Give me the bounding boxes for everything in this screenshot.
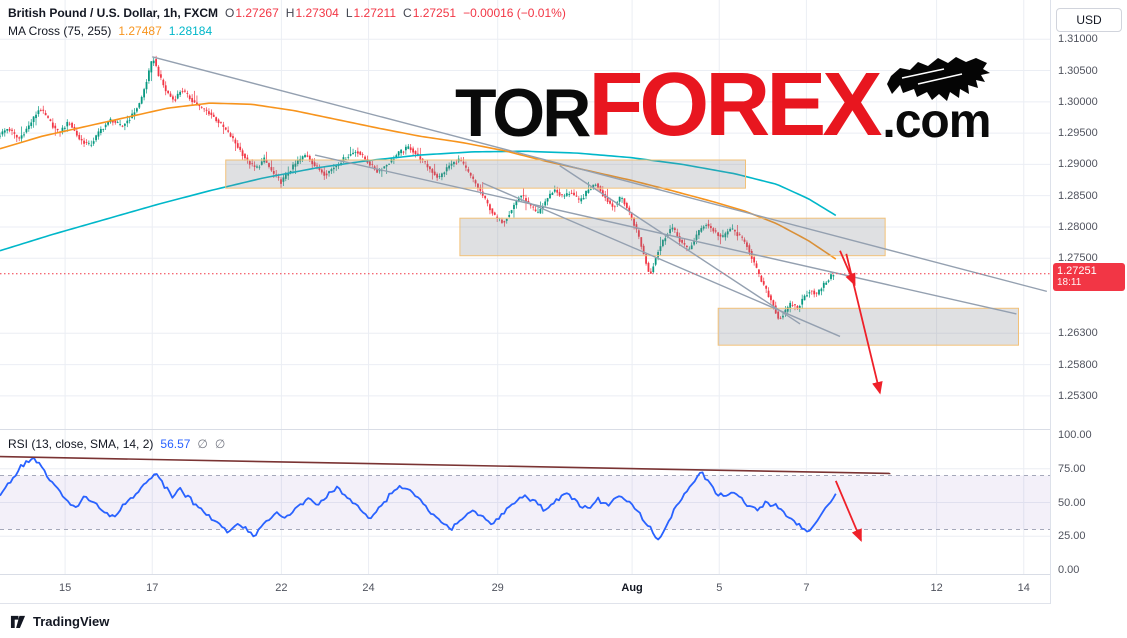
ohlc-value: 1.27304	[295, 6, 339, 20]
watermark-tor-text: TOR	[455, 75, 591, 152]
bull-sketch-icon	[887, 57, 991, 101]
ohlc-label: H	[285, 6, 295, 20]
time-axis-label: 15	[58, 582, 72, 594]
ohlc-item: C1.27251	[403, 6, 456, 20]
torforex-watermark: TOR FOREX .com	[455, 55, 991, 155]
time-axis-label: 14	[1017, 582, 1030, 594]
price-axis-label: 1.29500	[1058, 127, 1098, 140]
rsi-axis-label: 100.00	[1058, 429, 1092, 441]
ohlc-label: L	[345, 6, 353, 20]
time-axis-label: 29	[491, 582, 504, 594]
change-value: −0.00016 (−0.01%)	[463, 6, 566, 20]
rsi-axis-label: 25.00	[1058, 530, 1086, 543]
time-axis-label: Aug	[621, 582, 643, 594]
time-axis-label: 17	[146, 582, 159, 594]
ohlc-value: 1.27267	[235, 6, 279, 20]
symbol-legend: British Pound / U.S. Dollar, 1h, FXCM O1…	[8, 6, 566, 20]
tradingview-brand[interactable]: TradingView	[33, 613, 110, 629]
ma75-value: 1.27487	[118, 24, 162, 38]
ohlc-values: O1.27267 H1.27304 L1.27211 C1.27251 −0.0…	[225, 6, 566, 20]
rsi-axis-label: 75.00	[1058, 462, 1086, 475]
price-badge-countdown: 18:11	[1057, 276, 1082, 288]
currency-toggle-button[interactable]: USD	[1056, 8, 1122, 32]
price-axis-label: 1.26300	[1058, 327, 1098, 340]
price-axis-label: 1.30000	[1058, 95, 1098, 108]
symbol-title[interactable]: British Pound / U.S. Dollar, 1h, FXCM	[8, 6, 219, 20]
time-axis-label: 7	[803, 582, 810, 594]
ohlc-value: 1.27251	[412, 6, 457, 20]
ohlc-item: O1.27267	[225, 6, 279, 20]
rsi-axis-label: 0.00	[1058, 564, 1080, 576]
rsi-legend: RSI (13, close, SMA, 14, 2) 56.57 ∅ ∅	[8, 437, 225, 451]
time-axis-label: 12	[930, 582, 943, 594]
price-badge: 1.27251 18:11	[1053, 262, 1125, 291]
price-axis-label: 1.29000	[1058, 158, 1098, 171]
time-axis-label: 5	[716, 582, 723, 594]
ohlc-label: C	[403, 6, 412, 20]
price-axis-label: 1.28000	[1058, 220, 1098, 233]
price-axis-label: 1.28500	[1058, 189, 1098, 202]
ma255-value: 1.28184	[168, 24, 213, 38]
rsi-axis-label: 50.00	[1058, 496, 1086, 509]
price-axis[interactable]: USD 1.27251 18:11 1.31000 1.30500 1.30000 1…	[1050, 0, 1127, 604]
ohlc-item: H1.27304	[286, 6, 339, 20]
price-badge-value: 1.27251	[1057, 264, 1097, 277]
ma-cross-label[interactable]: MA Cross (75, 255)	[8, 24, 112, 38]
rsi-hidden-plot-1: ∅	[197, 437, 208, 451]
footer-bar: TradingView	[0, 604, 1127, 638]
price-axis-label: 1.30500	[1058, 64, 1098, 77]
rsi-hidden-plot-2: ∅	[214, 437, 226, 451]
rsi-value: 56.57	[160, 437, 191, 451]
time-axis-label: 22	[275, 582, 288, 594]
ma-cross-legend: MA Cross (75, 255) 1.27487 1.28184	[8, 24, 212, 38]
price-axis-label: 1.25800	[1058, 358, 1098, 371]
ohlc-item: L1.27211	[346, 6, 396, 20]
time-axis-label: 24	[362, 582, 375, 594]
ohlc-value: 1.27211	[353, 6, 397, 20]
ohlc-label: O	[225, 6, 235, 20]
price-axis-label: 1.25300	[1058, 389, 1098, 402]
watermark-com-text: .com	[882, 94, 991, 148]
time-axis[interactable]: 15 17 22 24 29 Aug 5 7 12 14	[0, 575, 1050, 604]
watermark-forex-text: FOREX	[588, 55, 882, 155]
price-axis-label: 1.27500	[1058, 252, 1098, 265]
chart-canvas[interactable]	[0, 0, 1050, 575]
rsi-label[interactable]: RSI (13, close, SMA, 14, 2)	[8, 437, 154, 451]
tradingview-logo-icon[interactable]	[10, 613, 26, 629]
price-axis-label: 1.31000	[1058, 33, 1098, 46]
